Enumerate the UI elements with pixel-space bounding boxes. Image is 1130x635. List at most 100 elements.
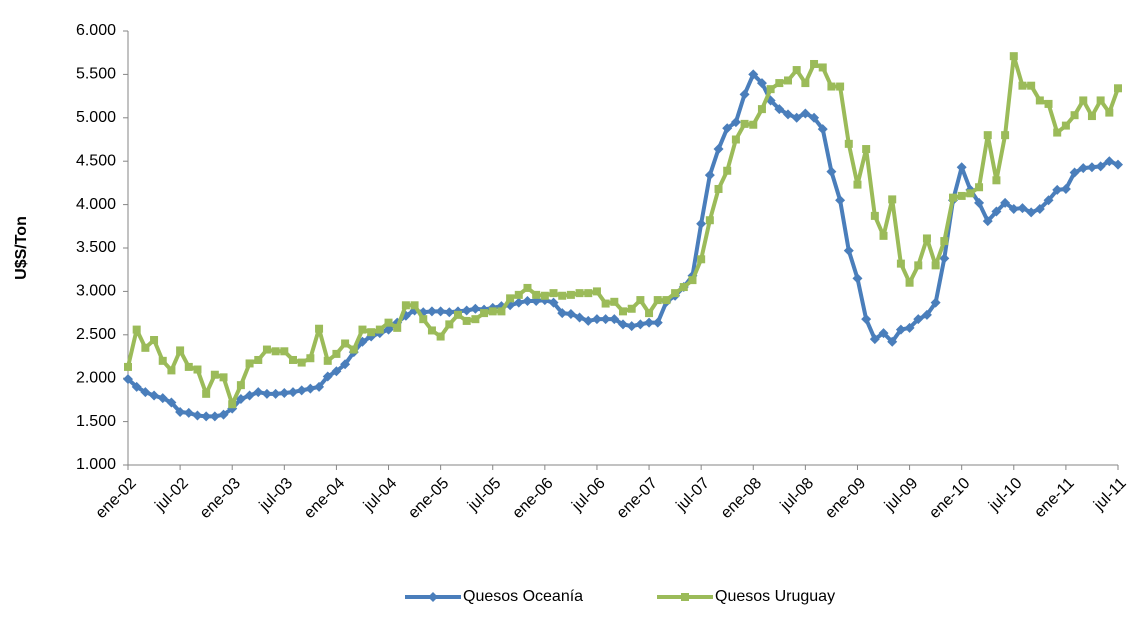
x-tick-label: jul-10	[985, 475, 1025, 515]
data-point	[1105, 108, 1114, 117]
data-point	[566, 290, 575, 299]
x-tick-label: ene-09	[822, 475, 869, 522]
data-point	[340, 359, 351, 370]
data-point	[671, 289, 680, 298]
data-point	[1052, 184, 1063, 195]
y-tick-label: 3.000	[76, 283, 116, 300]
data-point	[461, 305, 472, 316]
data-point	[1044, 99, 1053, 108]
data-point	[861, 314, 872, 325]
data-point	[1087, 112, 1096, 121]
x-tick-label: jul-04	[360, 475, 400, 515]
data-point	[835, 195, 846, 206]
y-tick-label: 5.500	[76, 66, 116, 83]
data-point	[557, 308, 568, 319]
data-point	[966, 189, 975, 198]
data-point	[219, 373, 228, 382]
data-point	[183, 407, 194, 418]
data-point	[184, 362, 193, 371]
x-tick-label: ene-04	[301, 475, 348, 522]
data-point	[740, 119, 749, 128]
x-tick-label: ene-11	[1031, 475, 1077, 521]
data-point	[1113, 159, 1123, 170]
data-point	[870, 211, 879, 220]
data-point	[158, 356, 167, 365]
x-tick-label: ene-07	[614, 475, 661, 522]
data-point	[983, 131, 992, 140]
data-point	[800, 108, 811, 119]
data-point	[202, 389, 211, 398]
data-point	[150, 336, 159, 345]
data-point	[930, 297, 941, 308]
data-point	[749, 120, 758, 129]
data-point	[1096, 96, 1105, 105]
data-point	[956, 162, 967, 173]
y-tick-label: 4.500	[76, 152, 116, 169]
data-point	[696, 218, 707, 229]
data-point	[756, 78, 767, 89]
data-point	[253, 387, 264, 398]
data-point	[635, 319, 646, 330]
data-point	[1104, 156, 1115, 167]
data-point	[904, 322, 915, 333]
legend-marker	[428, 592, 438, 602]
data-point	[235, 394, 246, 405]
data-point	[123, 374, 133, 385]
data-point	[591, 314, 602, 325]
y-tick-label: 2.500	[76, 326, 116, 343]
data-point	[722, 123, 733, 134]
data-point	[513, 297, 524, 308]
data-point	[332, 349, 341, 358]
y-tick-label: 3.500	[76, 239, 116, 256]
data-point	[1053, 128, 1062, 137]
data-point	[393, 323, 402, 332]
data-point	[626, 321, 637, 332]
x-tick-label: ene-02	[93, 475, 140, 522]
data-point	[166, 397, 177, 408]
data-point	[975, 183, 984, 192]
data-point	[731, 135, 740, 144]
data-point	[445, 320, 454, 329]
data-point	[843, 245, 854, 256]
data-point	[540, 291, 549, 300]
data-point	[323, 356, 332, 365]
data-point	[1070, 111, 1079, 120]
data-point	[809, 112, 820, 123]
data-point	[653, 296, 662, 305]
data-point	[1079, 96, 1088, 105]
data-point	[583, 315, 594, 326]
data-point	[506, 294, 515, 303]
data-point	[914, 261, 923, 270]
data-point	[1086, 162, 1097, 173]
data-point	[1114, 84, 1122, 93]
data-point	[254, 355, 263, 364]
data-point	[270, 388, 281, 399]
legend-label: Quesos Oceanía	[463, 588, 583, 605]
data-point	[888, 195, 897, 204]
data-point	[435, 306, 446, 317]
data-point	[1001, 131, 1010, 140]
y-tick-label: 6.000	[76, 22, 116, 39]
data-point	[869, 334, 880, 345]
y-tick-label: 1.000	[76, 456, 116, 473]
data-point	[784, 76, 792, 85]
data-point	[575, 289, 584, 298]
y-tick-label: 1.500	[76, 413, 116, 430]
data-point	[791, 112, 802, 123]
data-point	[140, 387, 151, 398]
data-point	[862, 145, 871, 154]
data-point	[792, 66, 801, 75]
data-point	[1095, 161, 1106, 172]
x-tick-label: ene-05	[405, 475, 452, 522]
data-point	[132, 325, 141, 334]
data-point	[836, 82, 845, 91]
data-point	[705, 216, 714, 225]
data-point	[401, 301, 410, 310]
data-point	[748, 69, 759, 80]
x-tick-label: jul-07	[673, 475, 713, 515]
data-point	[1008, 203, 1019, 214]
data-point	[384, 318, 393, 327]
data-point	[609, 314, 620, 325]
data-point	[149, 390, 160, 401]
